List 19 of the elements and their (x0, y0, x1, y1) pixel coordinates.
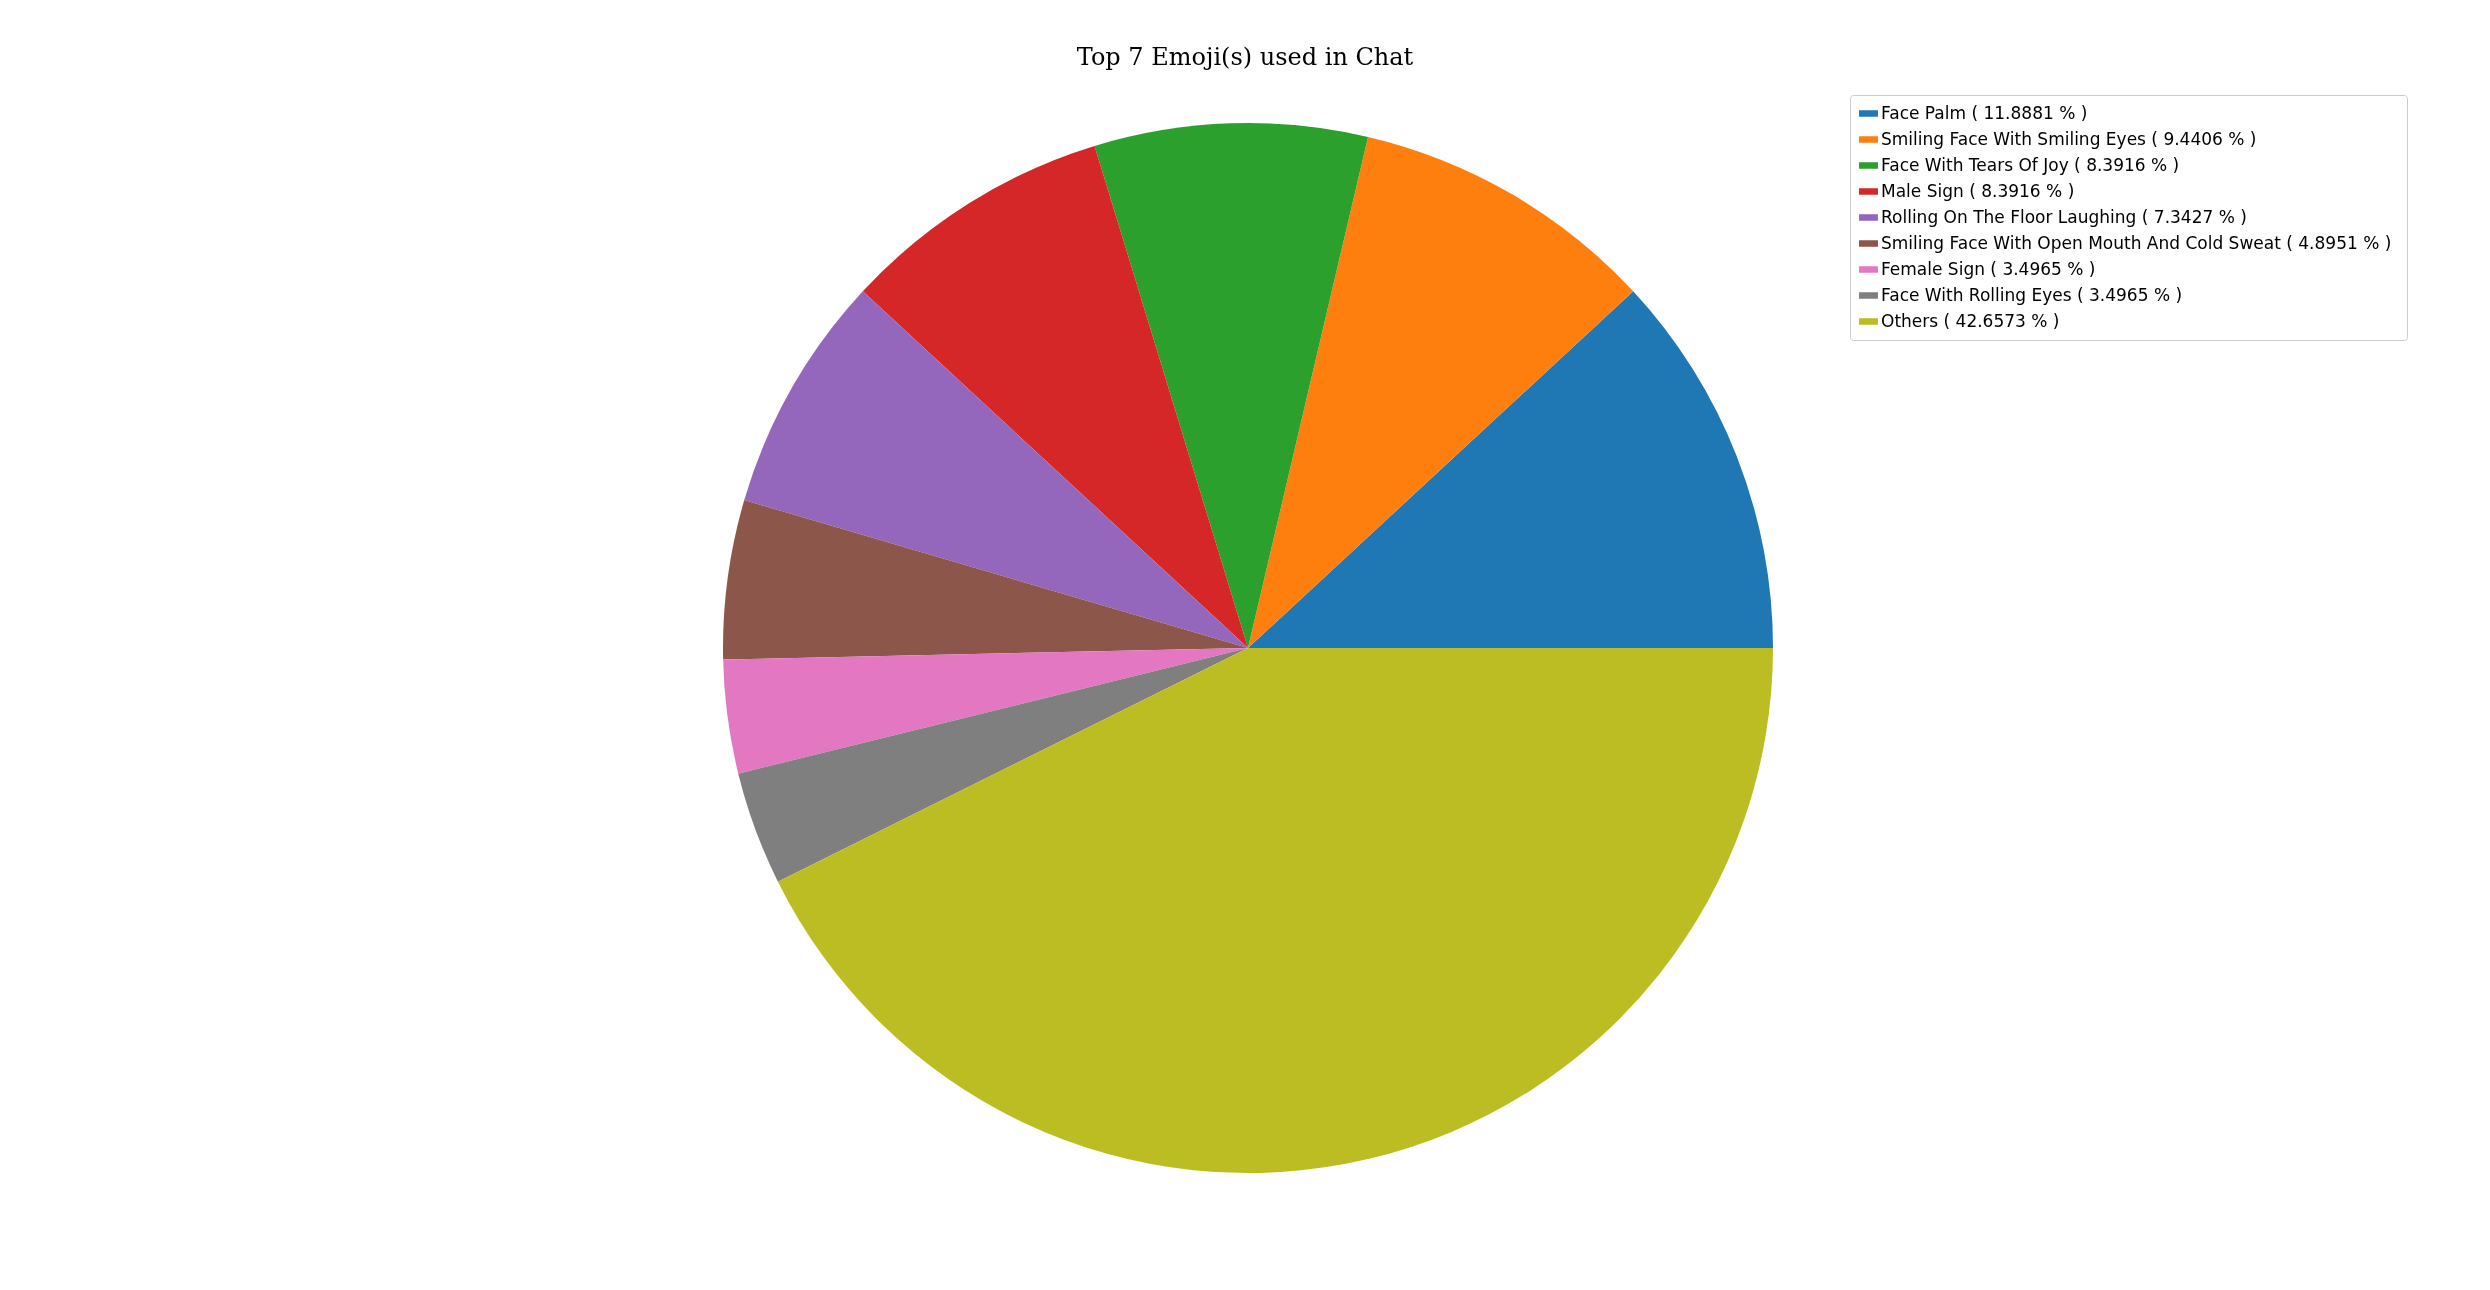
pie-slice (723, 500, 1248, 660)
pie-slice (1248, 136, 1634, 648)
pie-slice (862, 145, 1248, 648)
pie-slice (744, 291, 1248, 648)
pie-slice (777, 648, 1773, 1173)
pie-slice (723, 648, 1248, 774)
chart-title: Top 7 Emoji(s) used in Chat (1076, 43, 1414, 71)
legend-label: Face With Rolling Eyes ( 3.4965 % ) (1881, 284, 2183, 305)
pie-slice (738, 648, 1248, 882)
legend-label: Face With Tears Of Joy ( 8.3916 % ) (1881, 154, 2180, 175)
pie-slice (1094, 123, 1369, 648)
legend-label: Smiling Face With Open Mouth And Cold Sweat ( 4.8951 % ) (1881, 232, 2392, 253)
legend-label: Female Sign ( 3.4965 % ) (1881, 258, 2096, 279)
legend-label: Face Palm ( 11.8881 % ) (1881, 102, 2088, 123)
legend-label: Male Sign ( 8.3916 % ) (1881, 180, 2075, 201)
legend-label: Others ( 42.6573 % ) (1881, 310, 2060, 331)
pie-slice (1248, 291, 1773, 648)
legend-label: Rolling On The Floor Laughing ( 7.3427 % ) (1881, 206, 2247, 227)
legend-label: Smiling Face With Smiling Eyes ( 9.4406 % ) (1881, 128, 2257, 149)
